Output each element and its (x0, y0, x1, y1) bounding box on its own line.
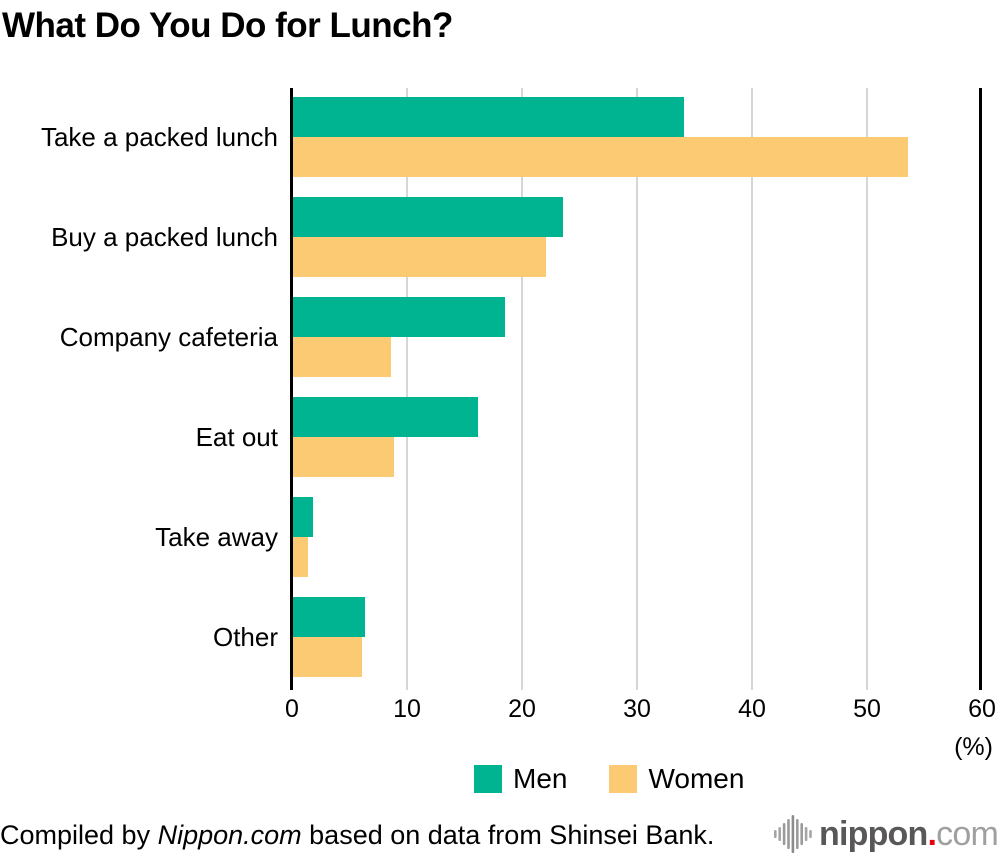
credit-prefix: Compiled by (0, 820, 158, 850)
bar-women-1 (293, 137, 908, 177)
legend-item-men: Men (474, 763, 567, 795)
x-tick-label-50: 50 (853, 695, 881, 723)
category-label-5: Take away (155, 522, 278, 552)
right-boundary-line (979, 88, 982, 690)
category-label-4: Eat out (195, 422, 278, 452)
x-axis-ticks: 0 10 20 30 40 50 60 (285, 695, 996, 725)
bar-women-5 (293, 537, 308, 577)
legend: Men Women (474, 763, 744, 795)
chart-title: What Do You Do for Lunch? (2, 6, 453, 45)
x-axis-unit-label: (%) (954, 733, 993, 761)
bar-men-3 (293, 297, 505, 337)
source-credit: Compiled by Nippon.com based on data fro… (0, 820, 714, 851)
gridline-20 (521, 88, 523, 690)
bar-men-5 (293, 497, 313, 537)
bar-women-3 (293, 337, 391, 377)
legend-label-men: Men (513, 763, 568, 794)
credit-source-name: Nippon.com (157, 820, 302, 850)
legend-item-women: Women (609, 763, 744, 795)
legend-label-women: Women (648, 763, 745, 794)
category-labels: Take a packed lunch Buy a packed lunch Com… (0, 88, 278, 690)
gridline-10 (406, 88, 408, 690)
legend-swatch-men (474, 765, 502, 793)
bar-women-4 (293, 437, 394, 477)
bar-women-6 (293, 637, 362, 677)
gridline-50 (866, 88, 868, 690)
gridline-40 (751, 88, 753, 690)
logo-wordmark: nippon.com (819, 814, 999, 854)
bar-women-2 (293, 237, 546, 277)
logo-name: nippon (819, 814, 928, 853)
x-tick-label-40: 40 (738, 695, 766, 723)
logo-dot: . (927, 814, 937, 853)
x-tick-label-10: 10 (393, 695, 421, 723)
nippon-com-logo: nippon.com (774, 814, 999, 854)
chart-plot-area (290, 88, 982, 690)
logo-tld: com (936, 814, 999, 853)
bar-men-1 (293, 97, 684, 137)
credit-suffix: based on data from Shinsei Bank. (301, 820, 715, 850)
x-tick-label-60: 60 (968, 695, 996, 723)
gridline-30 (636, 88, 638, 690)
sound-wave-icon (774, 815, 812, 853)
legend-swatch-women (609, 765, 638, 793)
bar-men-4 (293, 397, 478, 437)
bar-men-2 (293, 197, 563, 237)
category-label-1: Take a packed lunch (40, 122, 278, 152)
x-tick-label-0: 0 (285, 695, 299, 723)
category-label-6: Other (212, 622, 278, 652)
bar-men-6 (293, 597, 365, 637)
x-tick-label-20: 20 (508, 695, 536, 723)
x-tick-label-30: 30 (623, 695, 651, 723)
category-label-2: Buy a packed lunch (51, 222, 278, 252)
category-label-3: Company cafeteria (59, 322, 278, 352)
y-axis-line (290, 88, 293, 690)
